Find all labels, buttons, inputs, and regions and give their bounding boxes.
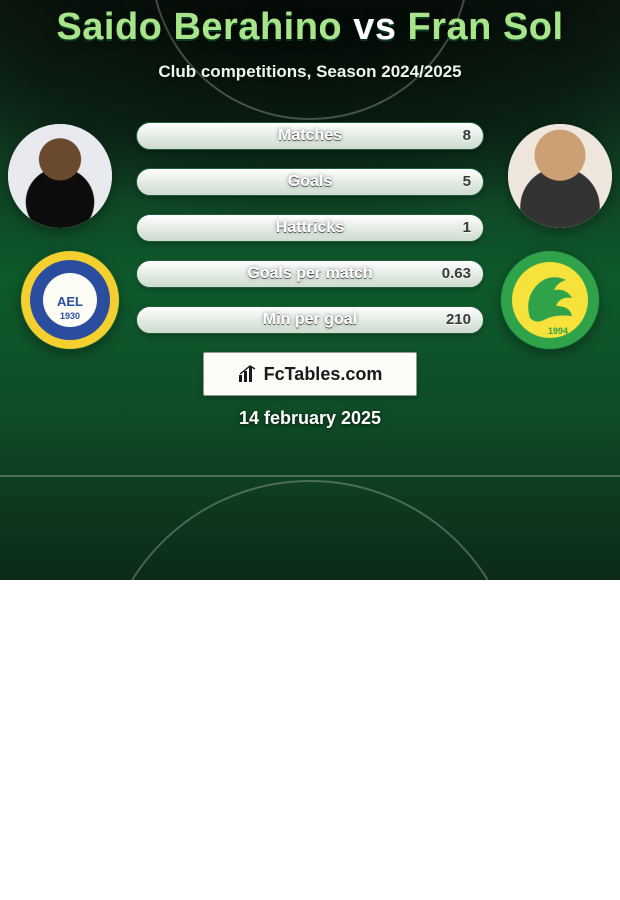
stat-label: Min per goal	[137, 307, 483, 333]
title-vs: vs	[353, 6, 396, 48]
comparison-card: Saido Berahino vs Fran Sol Club competit…	[0, 0, 620, 580]
svg-text:AEL: AEL	[57, 294, 83, 309]
player-b-avatar	[508, 124, 612, 228]
stat-row-min-per-goal: Min per goal 210	[136, 306, 484, 334]
title-player-b: Fran Sol	[408, 6, 564, 48]
club-b-crest: 1994	[500, 250, 600, 350]
date-text: 14 february 2025	[0, 408, 620, 429]
bar-chart-icon	[238, 365, 258, 383]
branding-badge: FcTables.com	[203, 352, 417, 396]
player-a-avatar	[8, 124, 112, 228]
stat-label: Matches	[137, 123, 483, 149]
stat-row-matches: Matches 8	[136, 122, 484, 150]
stat-b-value: 210	[436, 307, 481, 333]
page-title: Saido Berahino vs Fran Sol	[0, 6, 620, 49]
title-player-a: Saido Berahino	[56, 6, 342, 48]
subtitle: Club competitions, Season 2024/2025	[0, 62, 620, 82]
branding-text: FcTables.com	[264, 364, 383, 385]
stats-list: Matches 8 Goals 5 Hattricks 1 Goals per …	[136, 122, 484, 352]
crest-ael-icon: AEL 1930	[20, 250, 120, 350]
stat-row-goals: Goals 5	[136, 168, 484, 196]
svg-text:1930: 1930	[60, 311, 80, 321]
stat-label: Hattricks	[137, 215, 483, 241]
club-a-crest: AEL 1930	[20, 250, 120, 350]
crest-aek-icon: 1994	[500, 250, 600, 350]
stat-row-goals-per-match: Goals per match 0.63	[136, 260, 484, 288]
svg-text:1994: 1994	[548, 326, 568, 336]
stat-b-value: 5	[453, 169, 481, 195]
stat-label: Goals	[137, 169, 483, 195]
stat-b-value: 1	[453, 215, 481, 241]
stat-b-value: 0.63	[432, 261, 481, 287]
avatar-placeholder-icon	[8, 124, 112, 228]
avatar-placeholder-icon	[508, 124, 612, 228]
stat-b-value: 8	[453, 123, 481, 149]
stat-row-hattricks: Hattricks 1	[136, 214, 484, 242]
